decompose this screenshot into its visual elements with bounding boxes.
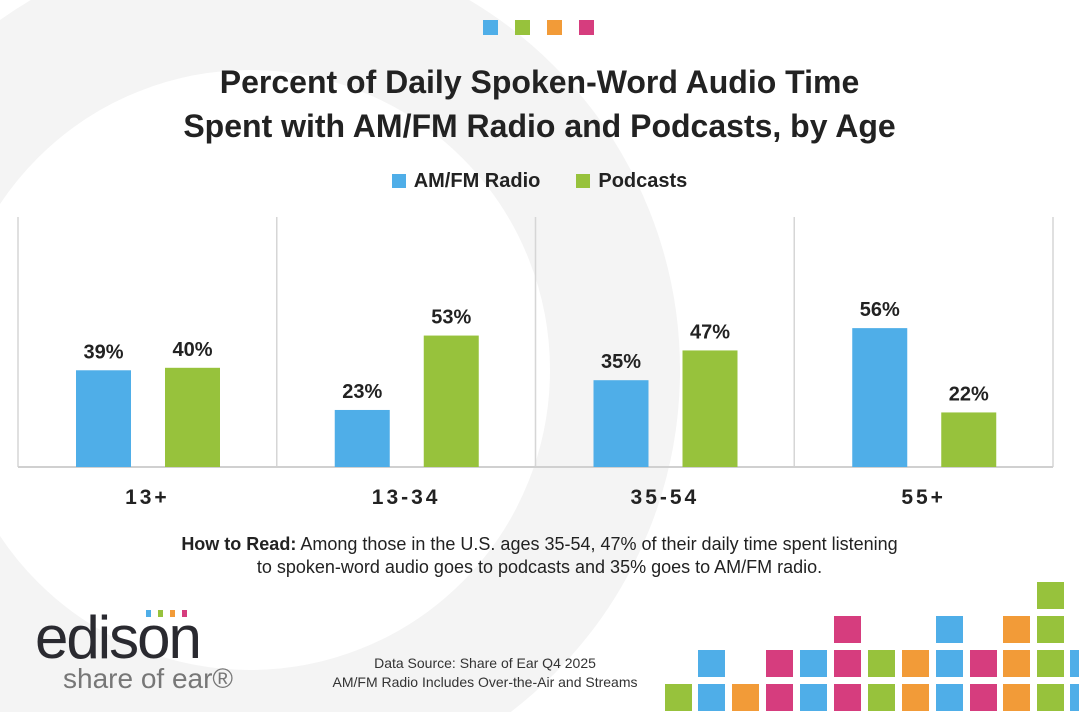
legend-swatch-radio [391,174,406,188]
legend-item-radio: AM/FM Radio [391,170,541,193]
data-label: 23% [342,381,382,403]
x-tick-label: 55+ [901,486,946,509]
edison-logo: edison share of ear® [35,604,234,694]
logo-square-blue [146,610,151,617]
legend-item-podcasts: Podcasts [576,170,687,193]
legend: AM/FM Radio Podcasts [0,170,1079,193]
source-line-1: Data Source: Share of Ear Q4 2025 [374,655,596,671]
background-arc [0,0,680,712]
square-pink [970,650,997,677]
data-source: Data Source: Share of Ear Q4 2025 AM/FM … [290,654,680,692]
logo-wordmark: edison [35,604,202,671]
square-orange [1003,684,1030,711]
bar-am-fm-radio-13+ [76,370,131,467]
square-blue [936,650,963,677]
logo-square-pink [182,610,187,617]
square-pink [970,684,997,711]
how-to-read-label: How to Read: [181,534,297,554]
bar-podcasts-13+ [165,367,220,467]
square-blue [936,616,963,643]
bar-podcasts-35-54 [682,350,738,467]
bar-podcasts-55+ [941,412,997,467]
data-label: 53% [431,307,471,329]
how-to-read: How to Read: Among those in the U.S. age… [0,533,1079,579]
legend-label-podcasts: Podcasts [598,170,688,192]
square-green [1037,582,1064,609]
square-orange [902,684,929,711]
square-green [515,20,530,35]
square-green [665,684,692,711]
square-green [1037,684,1064,711]
square-orange [902,650,929,677]
how-to-read-text-2: to spoken-word audio goes to podcasts an… [256,557,823,577]
source-line-2: AM/FM Radio Includes Over-the-Air and St… [332,674,638,690]
square-pink [579,20,594,35]
data-label: 39% [83,341,123,363]
square-blue [698,684,725,711]
x-tick-label: 13+ [125,486,170,509]
bar-am-fm-radio-55+ [852,328,908,467]
square-orange [1003,616,1030,643]
square-orange [732,684,759,711]
square-blue [483,20,498,35]
square-green [1037,650,1064,677]
legend-swatch-podcasts [576,174,591,188]
square-blue [800,650,827,677]
data-label: 35% [601,351,641,373]
square-blue [1070,684,1079,711]
bar-am-fm-radio-35-54 [593,380,649,467]
chart-title: Percent of Daily Spoken-Word Audio Time … [0,60,1079,148]
square-pink [766,650,793,677]
square-blue [936,684,963,711]
square-blue [800,684,827,711]
square-green [868,650,895,677]
logo-tagline: share of ear® [63,663,234,694]
data-label: 47% [690,321,730,343]
legend-label-radio: AM/FM Radio [413,170,541,192]
data-label: 56% [860,299,900,321]
x-tick-label: 13-34 [372,486,441,509]
square-blue [1070,650,1079,677]
logo-square-orange [170,610,175,617]
square-green [1037,616,1064,643]
how-to-read-text: Among those in the U.S. ages 35-54, 47% … [296,534,898,554]
title-line-2: Spent with AM/FM Radio and Podcasts, by … [183,108,896,144]
data-label: 22% [949,383,989,405]
square-blue [698,650,725,677]
square-pink [834,684,861,711]
logo-square-green [158,610,163,617]
square-orange [547,20,562,35]
square-pink [766,684,793,711]
bar-am-fm-radio-13-34 [334,409,390,467]
square-orange [1003,650,1030,677]
title-line-1: Percent of Daily Spoken-Word Audio Time [219,64,860,100]
square-green [868,684,895,711]
square-pink [834,616,861,643]
square-pink [834,650,861,677]
bar-chart: 39% 40% 13+ 23% 53% 13-34 35% 47% 35-54 56% 22% 55+ [17,217,1054,509]
x-tick-label: 35-54 [631,486,700,509]
data-label: 40% [172,339,212,361]
bar-podcasts-13-34 [423,335,479,467]
